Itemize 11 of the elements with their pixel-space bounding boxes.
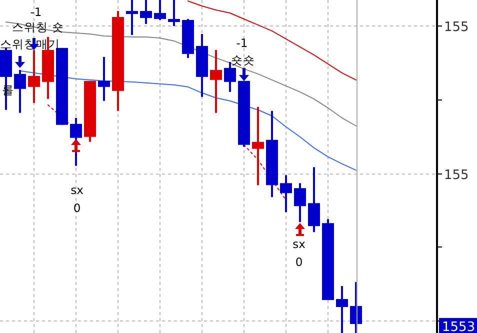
annotation: 0 [295, 255, 303, 269]
annotation: 숏숏 [231, 53, 255, 67]
annotation: sx [70, 183, 84, 197]
annotation: sx [292, 237, 306, 251]
annotation: -1 [236, 36, 248, 50]
text: 155 [444, 168, 469, 183]
text: 1553 [442, 320, 476, 333]
annotation: 0 [73, 201, 81, 215]
annotation: -1 [30, 5, 42, 19]
annotation: 스위칭 숏 [12, 20, 64, 34]
text: 155 [444, 20, 469, 35]
